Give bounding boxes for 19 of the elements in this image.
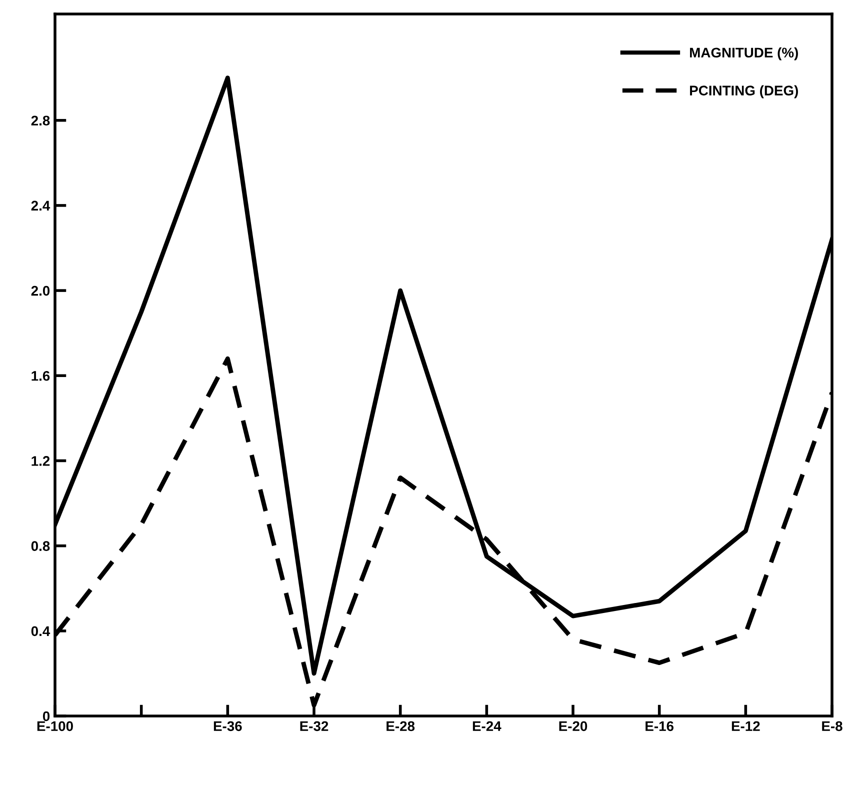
y-tick-label: 0.8 (31, 541, 50, 551)
y-tick-label: 2.0 (31, 286, 50, 296)
x-tick-label: E-8 (822, 721, 842, 732)
y-tick-label: 2.8 (31, 116, 50, 126)
x-tick-label: E-24 (472, 721, 502, 731)
y-tick-label: 2.4 (31, 200, 50, 210)
x-tick-label: E-36 (214, 721, 242, 732)
x-tick-label: E-32 (300, 721, 328, 732)
y-tick-label: 1.2 (32, 456, 50, 466)
x-tick-label: E-28 (386, 721, 415, 732)
y-tick-label: 0.4 (31, 626, 50, 636)
x-tick-label: E-20 (559, 721, 588, 732)
legend-label: MAGNITUDE (%) (690, 47, 798, 60)
x-tick-label: E-12 (732, 721, 760, 731)
x-tick-label: E-100 (37, 721, 73, 732)
legend-label: PCINTING (DEG) (690, 85, 798, 98)
x-tick-label: E-16 (646, 721, 674, 732)
y-tick-label: 0 (42, 711, 50, 722)
y-tick-label: 1.6 (32, 370, 50, 381)
